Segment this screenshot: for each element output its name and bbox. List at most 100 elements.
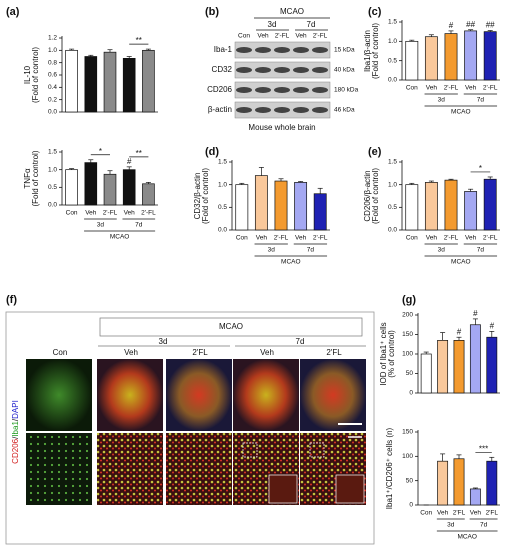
group-title: MCAO bbox=[281, 259, 301, 266]
y-tick-label: 0.5 bbox=[388, 204, 397, 211]
y-tick-label: 0 bbox=[409, 502, 413, 509]
group-label: 3d bbox=[447, 522, 455, 529]
blot-band bbox=[236, 67, 252, 73]
stain: CD206 bbox=[11, 438, 20, 463]
bar bbox=[464, 191, 478, 231]
group-label: 3d bbox=[438, 97, 446, 104]
annotation: # bbox=[457, 327, 462, 336]
lane-label: Veh bbox=[257, 33, 269, 40]
panel-label: (g) bbox=[402, 294, 416, 306]
x-tick-label: Veh bbox=[295, 235, 307, 242]
y-tick-label: 1.5 bbox=[388, 159, 397, 166]
x-tick-label: 2'-FL bbox=[141, 210, 156, 217]
column-label: 2'FL bbox=[192, 348, 208, 357]
micrograph-group: 7d bbox=[296, 337, 305, 346]
bar bbox=[65, 49, 78, 113]
bar bbox=[453, 458, 465, 506]
stain: / bbox=[11, 436, 20, 439]
group-label: 3d bbox=[268, 247, 276, 254]
micrograph: MCAO 3d 7d Con Veh 2'FL Veh 2'FL CD206/I… bbox=[5, 311, 375, 545]
y-tick-label: 200 bbox=[402, 312, 413, 319]
title-box bbox=[99, 317, 363, 337]
bar bbox=[437, 340, 449, 394]
blot-band bbox=[274, 107, 290, 113]
group-label: 7d bbox=[135, 222, 143, 229]
y-tick-label: 0.8 bbox=[48, 59, 57, 66]
bar bbox=[405, 184, 419, 231]
y-tick-label: 1.0 bbox=[48, 47, 57, 54]
panel-label: (f) bbox=[6, 294, 17, 306]
lane-label: 2'-FL bbox=[275, 33, 290, 40]
x-tick-label: 2'-FL bbox=[483, 85, 498, 92]
annotation: ## bbox=[466, 20, 475, 29]
bar bbox=[103, 51, 117, 113]
micrograph-group: 3d bbox=[159, 337, 168, 346]
x-tick-label: Con bbox=[66, 210, 78, 217]
stain: DAPI bbox=[11, 400, 20, 419]
lane-label: 2'-FL bbox=[313, 33, 328, 40]
blot-band bbox=[274, 47, 290, 53]
inset bbox=[268, 474, 298, 504]
x-tick-label: Veh bbox=[470, 510, 482, 517]
y-tick-label: 1.5 bbox=[388, 19, 397, 26]
blot-band bbox=[312, 47, 328, 53]
bar bbox=[294, 182, 308, 231]
blot: MCAO 3d 7d Con Veh 2'-FL Veh 2'-FL Iba-1… bbox=[207, 7, 359, 132]
panel-label: (b) bbox=[205, 6, 219, 18]
x-tick-label: 2'-FL bbox=[444, 235, 459, 242]
row-label: CD206 bbox=[207, 85, 232, 94]
bar bbox=[483, 178, 497, 231]
x-tick-label: 2'-FL bbox=[444, 85, 459, 92]
bar bbox=[122, 169, 136, 206]
bar bbox=[424, 182, 438, 231]
image-texture bbox=[97, 433, 163, 505]
y-tick-label: 0.0 bbox=[218, 227, 227, 234]
images bbox=[26, 359, 366, 505]
x-tick-label: 2'FL bbox=[486, 510, 499, 517]
group-title: MCAO bbox=[457, 534, 477, 541]
annotation: * bbox=[479, 164, 482, 173]
y-tick-label: 0.5 bbox=[48, 184, 57, 191]
blot-band bbox=[293, 67, 309, 73]
lane-label: Veh bbox=[295, 33, 307, 40]
x-tick-label: Veh bbox=[85, 210, 97, 217]
y-axis-label: (Fold of control) bbox=[31, 47, 40, 103]
blot-band bbox=[255, 47, 271, 53]
y-tick-label: 1.0 bbox=[388, 181, 397, 188]
y-tick-label: 100 bbox=[402, 453, 413, 460]
bar bbox=[453, 340, 465, 394]
x-tick-label: 2'-FL bbox=[483, 235, 498, 242]
row-size: 40 kDa bbox=[334, 67, 355, 74]
x-tick-label: Veh bbox=[256, 235, 268, 242]
y-tick-label: 1.0 bbox=[218, 181, 227, 188]
y-tick-label: 0.2 bbox=[48, 96, 57, 103]
bar bbox=[84, 162, 98, 206]
bar bbox=[274, 180, 288, 231]
row-size: 180 kDa bbox=[334, 87, 359, 94]
x-tick-label: Veh bbox=[426, 235, 438, 242]
bar bbox=[65, 169, 78, 206]
y-tick-label: 0.0 bbox=[48, 202, 57, 209]
image bbox=[300, 359, 366, 431]
x-tick-label: Con bbox=[420, 510, 432, 517]
image bbox=[97, 359, 163, 431]
column-label: Con bbox=[53, 348, 68, 357]
blot-band bbox=[312, 107, 328, 113]
bar bbox=[103, 173, 117, 206]
stain: Iba1 bbox=[11, 421, 20, 437]
bar bbox=[444, 33, 458, 81]
y-tick-label: 0.4 bbox=[48, 84, 57, 91]
frame bbox=[5, 311, 375, 545]
blot-band bbox=[255, 67, 271, 73]
y-tick-label: 0 bbox=[409, 390, 413, 397]
image-texture bbox=[26, 433, 92, 505]
group-label: 7d bbox=[480, 522, 488, 529]
bar bbox=[420, 353, 432, 394]
bar bbox=[437, 460, 449, 506]
blot-rows: Iba-1 15 kDa CD32 40 kDa CD206 180 kDa β-actin… bbox=[207, 41, 359, 119]
bar bbox=[469, 324, 481, 394]
micrograph-title: MCAO bbox=[219, 322, 243, 331]
y-axis-label: IL-10 bbox=[23, 65, 32, 84]
y-tick-label: 1.5 bbox=[48, 149, 57, 156]
